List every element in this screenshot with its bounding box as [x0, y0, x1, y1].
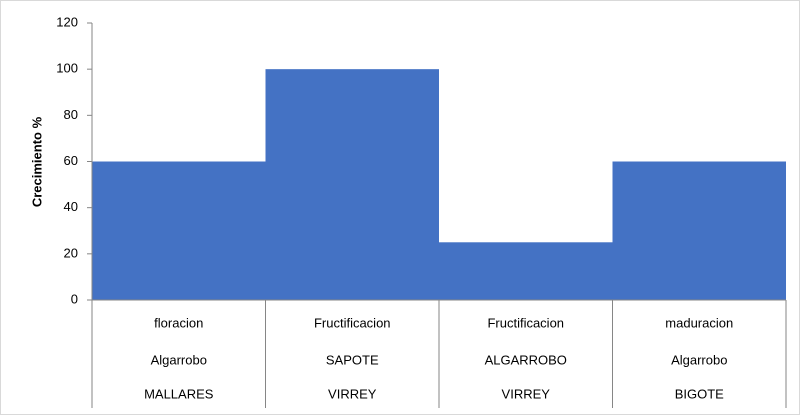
y-tick-label: 20: [64, 245, 78, 260]
x-tick-label: MALLARES: [144, 386, 214, 401]
x-tick-label: Algarrobo: [151, 352, 207, 367]
y-tick-label: 100: [56, 61, 78, 76]
bar: [612, 161, 786, 300]
x-tick-label: ALGARROBO: [485, 352, 567, 367]
x-tick-label: Algarrobo: [671, 352, 727, 367]
bar: [265, 69, 439, 301]
x-tick-label: Fructificacion: [487, 315, 564, 330]
y-tick-label: 80: [64, 107, 78, 122]
x-tick-label: VIRREY: [328, 386, 377, 401]
bar: [92, 161, 266, 300]
y-tick-label: 60: [64, 153, 78, 168]
y-tick-label: 120: [56, 14, 78, 29]
x-tick-label: BIGOTE: [675, 386, 724, 401]
y-axis-label: Crecimiento %: [29, 116, 44, 207]
x-tick-label: Fructificacion: [314, 315, 391, 330]
y-tick-label: 40: [64, 199, 78, 214]
x-tick-label: VIRREY: [502, 386, 551, 401]
x-tick-label: SAPOTE: [326, 352, 379, 367]
bar: [439, 242, 613, 300]
x-tick-label: maduracion: [665, 315, 733, 330]
y-tick-label: 0: [71, 291, 78, 306]
x-tick-label: floracion: [154, 315, 203, 330]
